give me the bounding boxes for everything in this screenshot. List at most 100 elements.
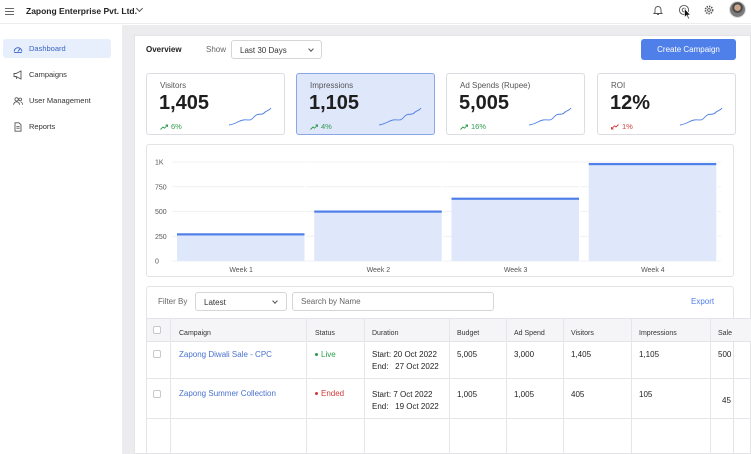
chart-bar-top-line: [314, 210, 443, 213]
stat-delta-value: 4%: [321, 122, 332, 131]
chart-bar: [314, 211, 443, 261]
campaign-name-link[interactable]: Zapong Diwali Sale - CPC: [179, 350, 272, 359]
select-all-checkbox[interactable]: [153, 326, 161, 334]
column-divider: [631, 318, 632, 454]
column-divider: [563, 318, 564, 454]
stat-value: 5,005: [459, 92, 510, 114]
row-checkbox[interactable]: [153, 350, 161, 358]
stat-delta-value: 1%: [622, 122, 633, 131]
settings-gear-icon[interactable]: [703, 4, 715, 16]
campaign-name-link[interactable]: Zapong Summer Collection: [179, 389, 276, 398]
column-header-ad-spend[interactable]: Ad Spend: [514, 330, 545, 337]
chevron-down-icon[interactable]: [135, 4, 144, 13]
stat-label: Impressions: [310, 81, 354, 90]
sidebar-item-user-management[interactable]: User Management: [3, 91, 111, 110]
trend-down-icon: [611, 123, 619, 129]
duration-end: End: 19 Oct 2022: [372, 402, 439, 411]
top-bar: Zapong Enterprise Pvt. Ltd.: [0, 0, 751, 24]
stat-delta: 1%: [611, 122, 633, 131]
sparkline: [528, 107, 572, 126]
impressions-value: 1,105: [639, 350, 660, 359]
search-input[interactable]: [292, 292, 494, 311]
mouse-cursor-icon: [684, 8, 691, 20]
stat-value: 12%: [610, 92, 651, 114]
stat-card-ad-spends[interactable]: Ad Spends (Rupee) 5,005 16%: [446, 73, 585, 135]
row-checkbox[interactable]: [153, 390, 161, 398]
sidebar: Dashboard Campaigns User Management Repo…: [0, 25, 122, 454]
stat-delta-value: 6%: [171, 122, 182, 131]
column-header-duration[interactable]: Duration: [372, 330, 399, 337]
chart-bar-top-line: [177, 233, 306, 236]
chart-bar-top-line: [588, 162, 717, 166]
stat-card-visitors[interactable]: Visitors 1,405 6%: [146, 73, 285, 135]
sparkline: [679, 107, 723, 126]
duration-end: End: 27 Oct 2022: [372, 362, 439, 371]
sidebar-item-label: Campaigns: [29, 70, 67, 79]
user-avatar[interactable]: [729, 1, 746, 18]
stat-label: Visitors: [160, 81, 187, 90]
sidebar-item-label: Reports: [29, 122, 56, 131]
filter-select[interactable]: Latest: [195, 292, 287, 311]
column-divider: [449, 318, 450, 454]
column-divider: [506, 318, 507, 454]
trend-up-icon: [310, 124, 318, 130]
sparkline: [378, 107, 422, 126]
hamburger-menu-icon[interactable]: [5, 8, 14, 15]
column-divider: [170, 318, 171, 454]
document-icon: [14, 121, 22, 132]
create-campaign-button[interactable]: Create Campaign: [641, 39, 736, 60]
bell-icon[interactable]: [652, 4, 664, 16]
stat-value: 1,105: [309, 92, 360, 114]
duration-start: Start: 7 Oct 2022: [372, 390, 433, 399]
y-tick-label: 0: [155, 259, 159, 266]
status-badge: Ended: [315, 388, 344, 400]
chevron-down-icon: [272, 298, 278, 304]
ad-spend-value: 1,005: [514, 390, 535, 399]
company-name[interactable]: Zapong Enterprise Pvt. Ltd.: [26, 6, 137, 16]
x-tick-label: Week 2: [367, 267, 391, 274]
sidebar-item-label: Dashboard: [29, 44, 66, 53]
y-tick-label: 1K: [155, 160, 164, 167]
x-tick-label: Week 4: [641, 267, 665, 274]
stat-value: 1,405: [159, 92, 210, 114]
ad-spend-value: 3,000: [514, 350, 535, 359]
sidebar-item-campaigns[interactable]: Campaigns: [3, 65, 111, 84]
y-tick-label: 250: [155, 234, 167, 241]
column-divider: [306, 318, 307, 454]
export-link[interactable]: Export: [691, 297, 715, 306]
column-header-budget[interactable]: Budget: [457, 330, 480, 337]
column-header-impressions[interactable]: Impressions: [639, 330, 677, 337]
sidebar-item-label: User Management: [29, 96, 91, 105]
trend-up-icon: [160, 124, 168, 130]
tab-overview[interactable]: Overview: [146, 45, 182, 54]
column-header-visitors[interactable]: Visitors: [571, 330, 594, 337]
sidebar-item-reports[interactable]: Reports: [3, 117, 111, 136]
sale-value: 45: [722, 396, 731, 405]
stat-delta: 6%: [160, 122, 182, 131]
stat-label: Ad Spends (Rupee): [460, 81, 531, 90]
stat-delta: 4%: [310, 122, 332, 131]
sale-value: 500: [718, 350, 732, 359]
sparkline: [228, 107, 272, 126]
stat-card-impressions[interactable]: Impressions 1,105 4%: [296, 73, 435, 135]
column-header-status[interactable]: Status: [315, 330, 335, 337]
x-tick-label: Week 1: [229, 267, 253, 274]
chart-bar-top-line: [451, 197, 580, 200]
budget-value: 1,005: [457, 390, 478, 399]
stat-card-roi[interactable]: ROI 12% 1%: [597, 73, 736, 135]
row-divider: [147, 418, 751, 419]
chart-container: [146, 144, 734, 277]
period-select[interactable]: Last 30 Days: [231, 40, 322, 59]
budget-value: 5,005: [457, 350, 478, 359]
duration-start: Start: 20 Oct 2022: [372, 350, 437, 359]
column-header-sale[interactable]: Sale: [718, 330, 733, 337]
row-divider: [147, 378, 751, 379]
filter-by-label: Filter By: [158, 297, 188, 306]
status-text: Ended: [321, 389, 345, 398]
impressions-value: 105: [639, 390, 653, 399]
chevron-down-icon: [308, 46, 314, 52]
sidebar-item-dashboard[interactable]: Dashboard: [3, 39, 111, 58]
weekly-bar-chart: 0 250 500 750 1K Week 1 Week 2 Week 3 Week 4: [155, 160, 721, 274]
column-header-campaign[interactable]: Campaign: [179, 330, 211, 337]
chart-bar: [177, 234, 306, 261]
